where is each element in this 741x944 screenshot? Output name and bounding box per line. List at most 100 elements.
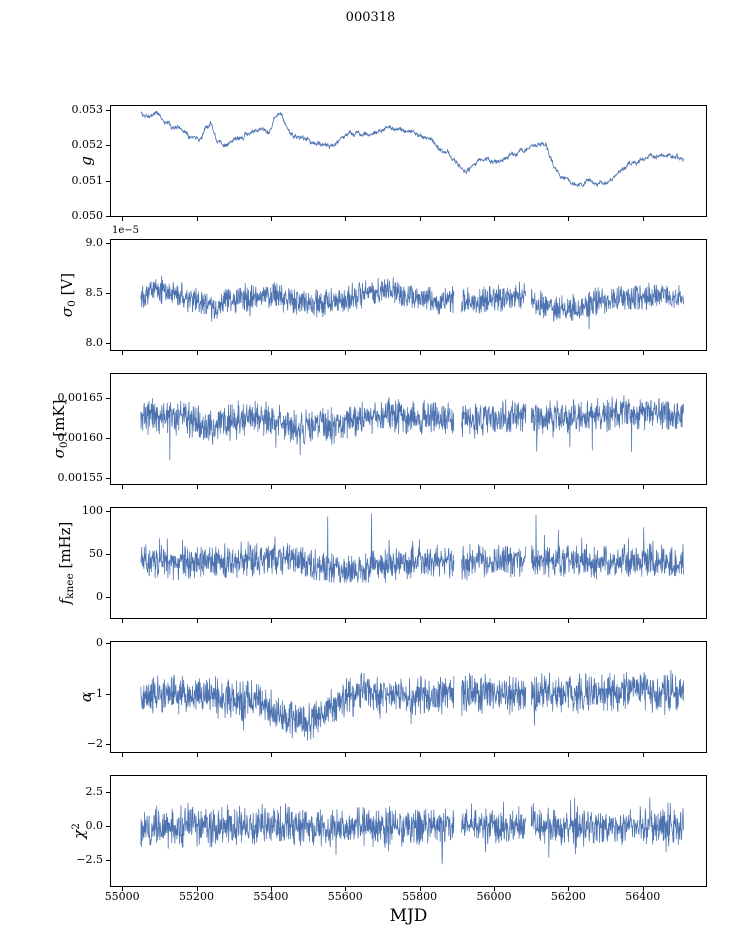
y-tick-mark: [106, 293, 110, 294]
subplot-alpha: α −2 −1 0: [0, 637, 741, 757]
x-tick-mark: [419, 619, 421, 623]
y-tick-label: 0: [96, 636, 103, 649]
y-tick-mark: [106, 145, 110, 146]
y-tick-label: 100: [82, 503, 103, 517]
y-tick-label: 9.0: [85, 236, 104, 249]
x-tick-mark: [122, 217, 124, 221]
x-tick-mark: [122, 887, 124, 891]
x-tick-mark: [568, 217, 570, 221]
x-tick-mark: [419, 217, 421, 221]
x-axis-label: MJD: [389, 906, 428, 926]
y-tick-label: 0.00155: [57, 470, 104, 484]
x-tick-mark: [642, 887, 644, 891]
plot-canvas-fknee: [140, 513, 685, 583]
y-tick-label: 0.052: [71, 138, 104, 151]
x-tick-mark: [270, 351, 272, 355]
line-series-sigma0-v: [140, 275, 685, 330]
y-tick-label: 2.5: [85, 785, 104, 799]
x-tick-mark: [270, 619, 272, 623]
y-tick-mark: [106, 693, 110, 695]
x-tick-mark: [122, 485, 124, 489]
subplot-chi2: χ2 −2.5 0.0 2.5: [0, 775, 741, 891]
y-tick-label: 0.00160: [57, 430, 104, 444]
y-tick-mark: [106, 744, 110, 746]
y-axis-label-g: g: [77, 156, 95, 166]
x-tick-mark: [196, 619, 198, 623]
plot-area-alpha: [110, 641, 707, 753]
x-tick-mark: [122, 351, 124, 355]
y-tick-mark: [106, 597, 110, 599]
line-series-chi2: [140, 797, 685, 865]
x-tick-label: 55200: [179, 890, 214, 903]
x-tick-mark: [270, 217, 272, 221]
y-tick-label: 0.053: [71, 102, 104, 116]
y-tick-mark: [106, 343, 110, 344]
y-axis-label-sigma0-mk: σ0 [mK]: [50, 400, 70, 459]
x-tick-mark: [568, 351, 570, 355]
x-tick-mark: [494, 217, 495, 221]
x-tick-label: 56200: [550, 890, 586, 903]
x-tick-mark: [419, 351, 421, 355]
y-tick-label: 0.0: [85, 819, 104, 833]
x-tick-mark: [345, 753, 347, 757]
y-axis-label-part: σ: [50, 448, 68, 459]
x-tick-mark: [345, 887, 347, 891]
x-tick-mark: [419, 485, 421, 489]
y-tick-mark: [106, 510, 110, 512]
line-series-alpha: [140, 669, 685, 741]
x-tick-label: 55800: [402, 890, 438, 903]
plot-canvas-chi2: [140, 797, 685, 865]
plot-area-g: [110, 105, 707, 217]
x-tick-mark: [270, 485, 272, 489]
figure-title: 000318: [345, 10, 396, 25]
y-tick-mark: [106, 860, 110, 862]
line-series-g: [140, 110, 684, 188]
x-tick-mark: [345, 485, 347, 489]
axis-offset-text: 1e−5: [112, 225, 140, 236]
x-tick-mark: [345, 217, 347, 221]
x-tick-mark: [419, 753, 421, 757]
y-tick-label: 0.050: [71, 209, 104, 222]
y-tick-mark: [106, 553, 110, 555]
x-tick-label: 55600: [327, 890, 363, 903]
x-tick-mark: [345, 351, 347, 355]
x-tick-mark: [270, 887, 272, 891]
x-tick-mark: [122, 619, 124, 623]
x-tick-mark: [494, 753, 495, 757]
y-tick-mark: [106, 826, 110, 828]
y-axis-label-part: 0: [66, 300, 78, 307]
y-tick-mark: [106, 180, 110, 182]
x-tick-mark: [642, 619, 644, 623]
x-tick-label: 55000: [104, 890, 140, 903]
x-tick-mark: [568, 485, 570, 489]
y-tick-mark: [106, 437, 110, 439]
y-tick-label: −2: [86, 737, 103, 751]
y-tick-label: 8.0: [85, 336, 104, 349]
x-tick-mark: [270, 753, 272, 757]
y-tick-mark: [106, 477, 110, 479]
x-tick-mark: [494, 887, 495, 891]
y-tick-mark: [106, 643, 110, 644]
x-tick-label: 55400: [253, 890, 289, 903]
y-axis-label-part: g: [77, 156, 95, 166]
x-tick-mark: [122, 753, 124, 757]
plot-canvas-sigma0-v: [140, 275, 685, 330]
line-series-fknee: [140, 513, 685, 583]
x-tick-mark: [568, 619, 570, 623]
x-tick-mark: [642, 351, 644, 355]
y-tick-mark: [106, 397, 110, 399]
x-tick-mark: [196, 351, 198, 355]
y-tick-label: 0.00165: [57, 390, 104, 404]
y-tick-label: 50: [89, 546, 103, 560]
x-tick-label: 56400: [625, 890, 661, 903]
y-tick-mark: [106, 792, 110, 794]
x-tick-mark: [642, 485, 644, 489]
plot-canvas-alpha: [140, 669, 685, 741]
subplot-sigma0-mk: σ0 [mK] 0.00155 0.00160 0.00165: [0, 373, 741, 489]
plot-canvas-sigma0-mk: [140, 395, 685, 461]
y-tick-label: −2.5: [76, 853, 103, 867]
x-tick-mark: [568, 753, 570, 757]
x-tick-mark: [494, 619, 495, 623]
y-tick-label: 8.5: [85, 286, 104, 299]
x-tick-mark: [494, 351, 495, 355]
